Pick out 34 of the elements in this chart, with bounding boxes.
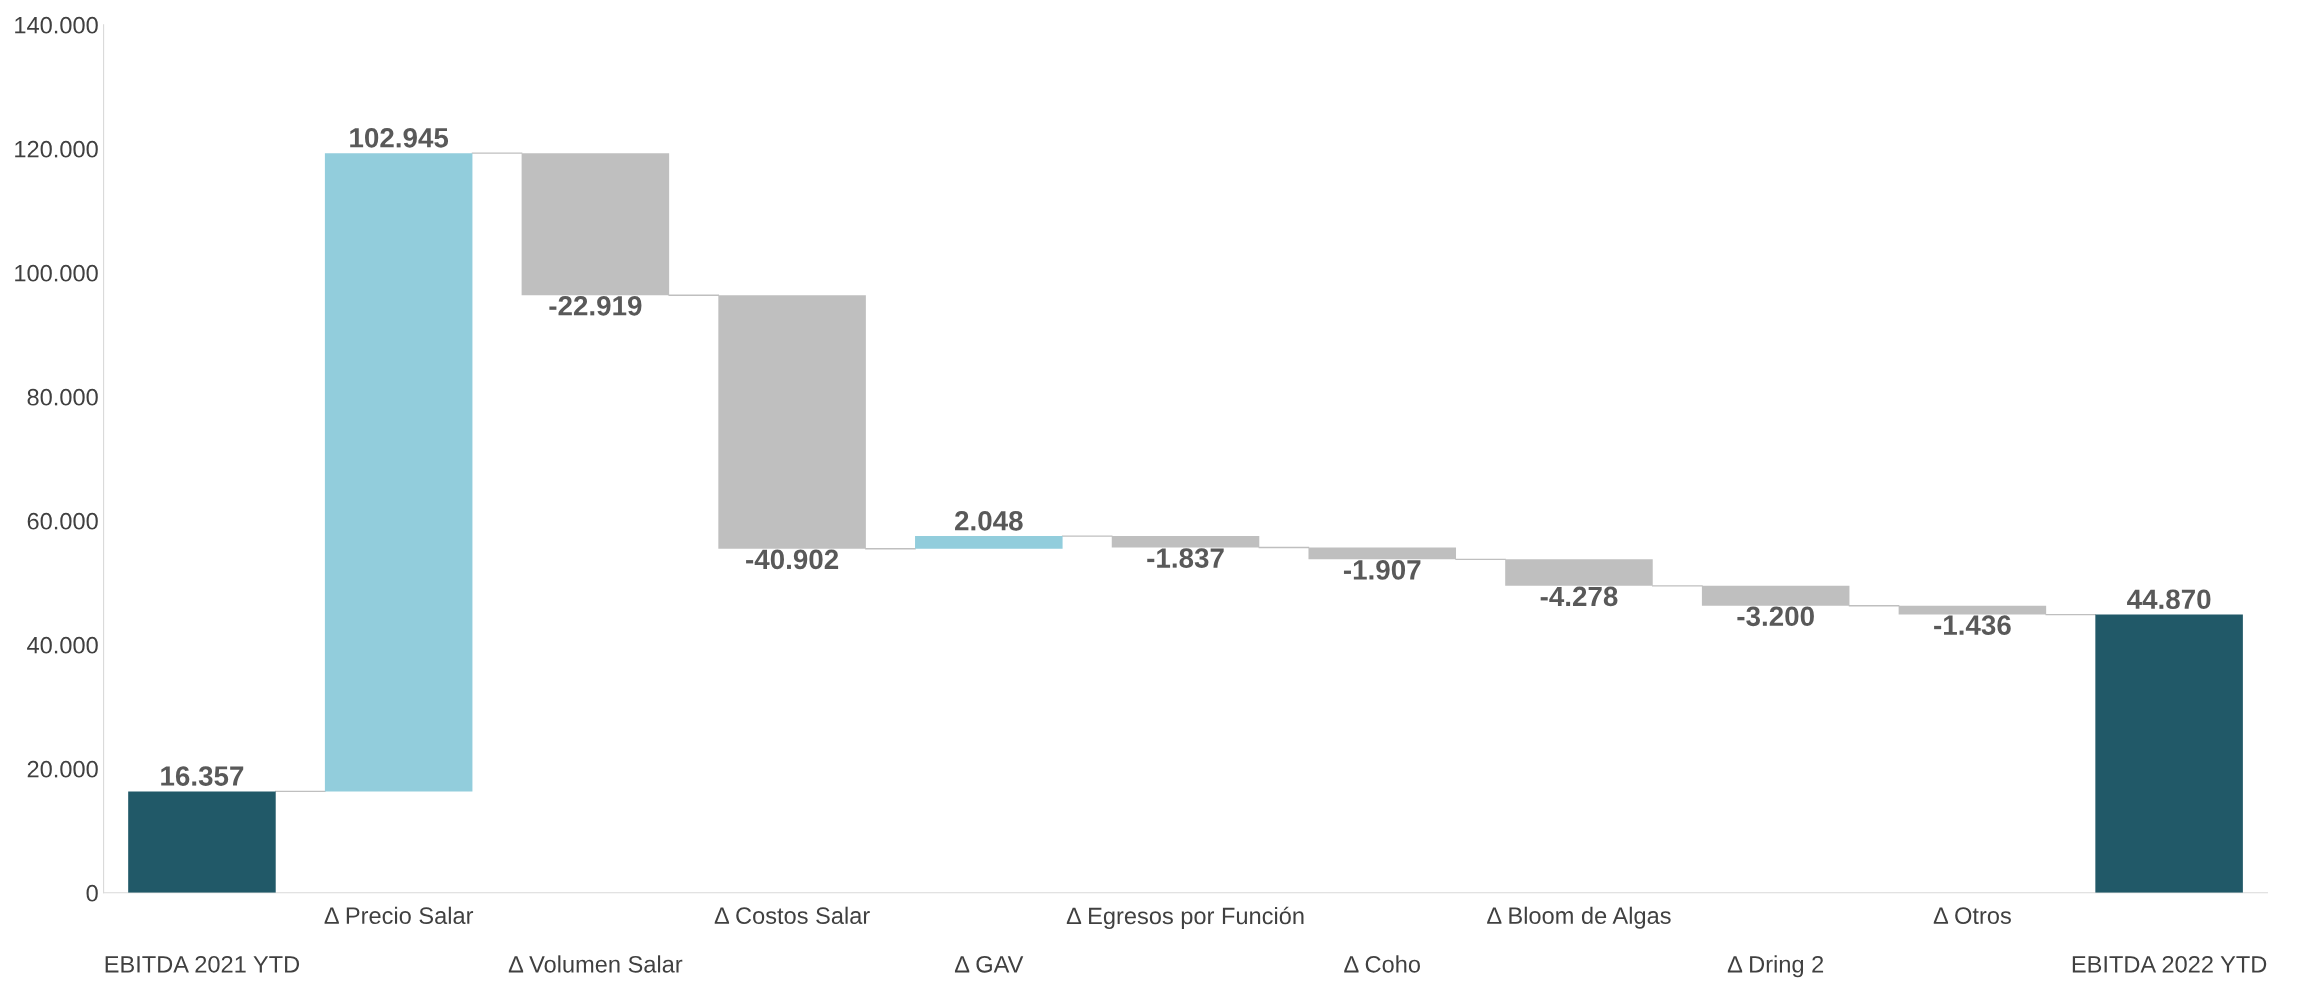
y-tick-label: 120.000 — [15, 140, 98, 158]
data-label: -4.278 — [1540, 586, 1618, 607]
bar — [915, 536, 1063, 549]
data-label: 2.048 — [955, 510, 1023, 531]
y-tick-label: 60.000 — [27, 512, 98, 530]
y-tick-label: 0 — [86, 884, 98, 902]
data-label: -1.436 — [1934, 615, 2011, 636]
data-label: -40.902 — [746, 549, 839, 570]
y-tick-label: 100.000 — [15, 264, 98, 282]
data-label: 44.870 — [2127, 589, 2211, 610]
data-label: -1.837 — [1147, 548, 1224, 568]
x-tick-label: EBITDA 2022 YTD — [2072, 955, 2267, 973]
x-tick-label: Δ Dring 2 — [1727, 955, 1824, 978]
x-tick-label: Δ Coho — [1344, 955, 1420, 973]
x-tick-label: Δ Egresos por Función — [1066, 906, 1304, 929]
y-tick-label: 40.000 — [27, 636, 98, 654]
x-tick-label: Δ Costos Salar — [714, 906, 870, 925]
data-label: 102.945 — [350, 127, 449, 148]
x-tick-label: EBITDA 2021 YTD — [105, 955, 300, 973]
y-tick-label: 80.000 — [27, 388, 98, 406]
x-tick-label: Δ Precio Salar — [324, 906, 474, 925]
bar — [128, 791, 276, 893]
x-tick-label: Δ Bloom de Algas — [1487, 906, 1671, 929]
x-tick-label: Δ Volumen Salar — [508, 955, 683, 973]
data-label: 16.357 — [161, 766, 244, 786]
y-tick-label: 140.000 — [15, 16, 98, 34]
bar — [2095, 614, 2243, 893]
data-label: -22.919 — [549, 295, 642, 316]
data-label: -3.200 — [1737, 606, 1814, 627]
bar — [324, 153, 473, 792]
x-tick-label: Δ GAV — [954, 955, 1024, 973]
data-label: -1.907 — [1343, 560, 1421, 580]
x-tick-label: Δ Otros — [1933, 907, 2011, 925]
y-tick-label: 20.000 — [27, 760, 98, 778]
